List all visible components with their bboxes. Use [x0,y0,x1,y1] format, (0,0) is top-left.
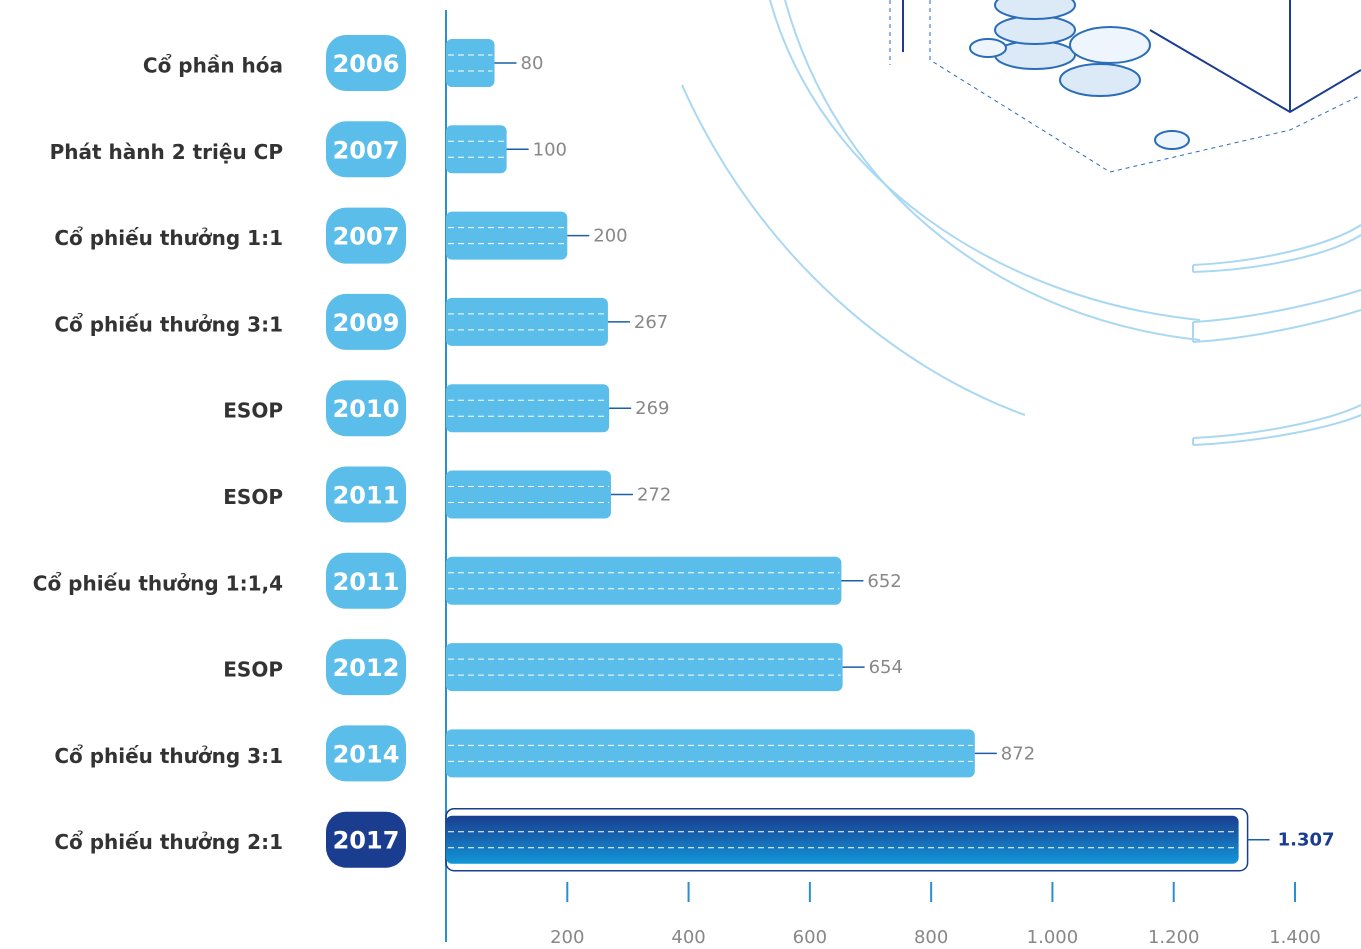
bar [446,297,608,346]
bar [446,384,610,433]
value-label: 1.307 [1278,830,1335,851]
category-label: ESOP [223,658,283,682]
x-tick-label: 1.400 [1269,927,1321,948]
year-badge [326,811,406,868]
value-label: 872 [1001,743,1035,764]
x-tick-label: 400 [671,927,705,948]
year-label: 2009 [333,309,400,337]
year-label: 2006 [333,50,400,78]
x-tick-label: 200 [550,927,584,948]
year-label: 2010 [333,395,400,423]
value-label: 654 [869,657,903,678]
category-label: Cổ phần hóa [143,54,283,78]
year-badge [326,725,406,782]
category-label: Cổ phiếu thưởng 3:1 [54,744,283,768]
category-label: Cổ phiếu thưởng 2:1 [54,830,283,854]
category-label: Cổ phiếu thưởng 1:1 [54,226,283,250]
bar [446,643,843,692]
year-badge [326,552,406,609]
year-label: 2014 [333,740,400,768]
bar [446,556,842,605]
category-label: ESOP [223,485,283,509]
decoration [681,0,1361,446]
bar [446,211,568,260]
value-label: 272 [637,485,671,506]
bar [446,729,975,778]
value-label: 100 [533,139,567,160]
year-badge [326,466,406,523]
year-label: 2007 [333,136,400,164]
bar [446,815,1239,864]
category-label: Phát hành 2 triệu CP [50,140,283,164]
category-label: ESOP [223,399,283,423]
year-label: 2011 [333,568,400,596]
year-badge [326,293,406,350]
value-label: 80 [521,53,544,74]
bar [446,125,507,174]
year-badge [326,207,406,264]
value-label: 652 [867,571,901,592]
year-badge [326,639,406,696]
x-tick-label: 1.000 [1027,927,1079,948]
year-label: 2012 [333,654,400,682]
x-tick-label: 600 [793,927,827,948]
value-label: 267 [634,312,668,333]
year-badge [326,35,406,91]
category-label: Cổ phiếu thưởng 1:1,4 [33,571,283,595]
year-badge [326,380,406,437]
x-tick-label: 1.200 [1148,927,1200,948]
value-label: 269 [635,398,669,419]
bar [446,470,611,519]
year-label: 2011 [333,482,400,510]
category-label: Cổ phiếu thưởng 3:1 [54,312,283,336]
x-tick-label: 800 [914,927,948,948]
plot: 200 400 600 800 1.000 1.200 1.400 Cổ phần hóa 20… [33,35,1335,948]
year-label: 2017 [333,827,400,855]
year-label: 2007 [333,223,400,251]
year-badge [326,121,406,178]
bar [446,39,495,87]
value-label: 200 [593,226,627,247]
